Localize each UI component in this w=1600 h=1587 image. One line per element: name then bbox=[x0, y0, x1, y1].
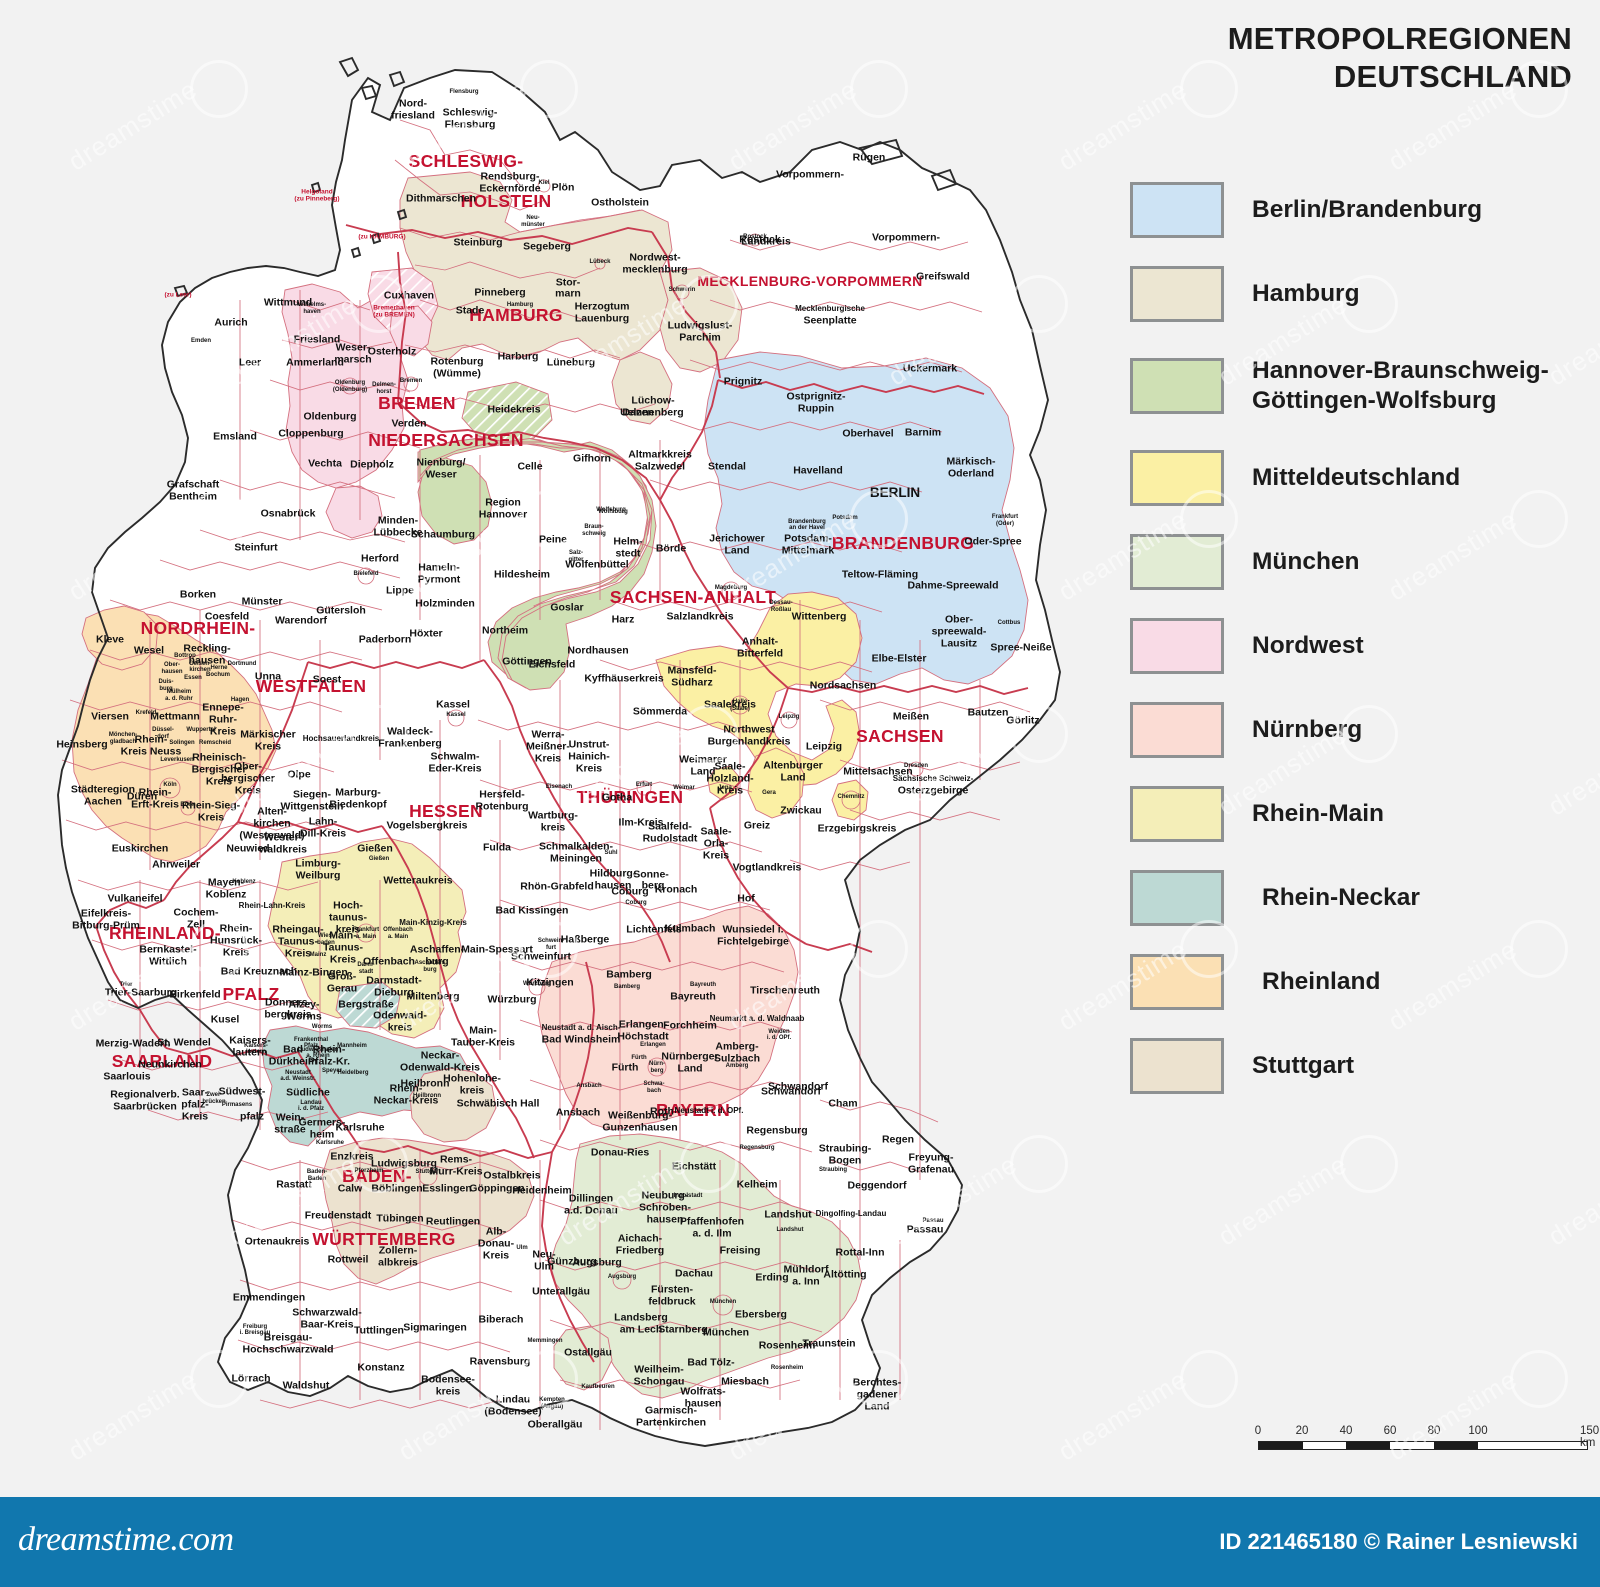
legend-label: Mitteldeutschland bbox=[1252, 463, 1461, 491]
legend-item-hamburg[interactable]: Hamburg bbox=[1120, 252, 1590, 336]
legend-item-rheinland[interactable]: Rheinland bbox=[1120, 940, 1590, 1024]
scale-tick: 20 bbox=[1295, 1425, 1309, 1437]
scale-bar: 0 20 40 60 80 100 150 km bbox=[1254, 1425, 1599, 1450]
legend-swatch bbox=[1130, 1037, 1224, 1094]
legend-item-n-rnberg[interactable]: Nürnberg bbox=[1120, 688, 1590, 772]
legend-item-m-nchen[interactable]: München bbox=[1120, 520, 1590, 604]
legend-panel: METROPOLREGIONEN DEUTSCHLAND Berlin/Bran… bbox=[1120, 20, 1590, 1108]
legend-label: Nordwest bbox=[1252, 631, 1364, 659]
region-mitteldeutschland bbox=[655, 591, 869, 821]
legend-label: Rheinland bbox=[1262, 967, 1381, 995]
region-hamburg bbox=[399, 171, 743, 425]
scale-bar-body bbox=[1258, 1441, 1588, 1450]
legend-item-hannover-braunschweig-g-ttingen-wolfsburg[interactable]: Hannover-Braunschweig- Göttingen-Wolfsbur… bbox=[1120, 336, 1590, 436]
legend-swatch bbox=[1130, 181, 1224, 238]
legend-swatch bbox=[1130, 449, 1224, 506]
germany-map-svg bbox=[57, 56, 1061, 1447]
brand-text: dreamstime.com bbox=[18, 1521, 234, 1558]
legend-swatch bbox=[1130, 265, 1224, 322]
scale-tick: 150 km bbox=[1579, 1425, 1600, 1449]
legend-label: Hannover-Braunschweig- Göttingen-Wolfsbur… bbox=[1252, 356, 1549, 414]
image-credit: ID 221465180 © Rainer Lesniewski bbox=[1219, 1529, 1578, 1554]
watermark-text: dreamstime bbox=[1542, 1148, 1600, 1252]
legend-swatch bbox=[1130, 701, 1224, 758]
region-muenchen bbox=[549, 1133, 863, 1399]
legend-label: Hamburg bbox=[1252, 279, 1360, 307]
scale-tick: 40 bbox=[1339, 1425, 1353, 1437]
legend-item-rhein-neckar[interactable]: Rhein-Neckar bbox=[1120, 856, 1590, 940]
region-stuttgart bbox=[321, 1067, 535, 1285]
district-boundaries bbox=[61, 119, 1031, 1430]
legend-swatch bbox=[1130, 953, 1224, 1010]
scale-tick: 80 bbox=[1427, 1425, 1441, 1437]
region-nuernberg bbox=[537, 905, 799, 1131]
legend-item-rhein-main[interactable]: Rhein-Main bbox=[1120, 772, 1590, 856]
brand-logo[interactable]: dreamstime.com bbox=[18, 1521, 234, 1559]
page-title: METROPOLREGIONEN DEUTSCHLAND bbox=[1120, 20, 1590, 96]
legend-label: München bbox=[1252, 547, 1360, 575]
scale-tick: 60 bbox=[1383, 1425, 1397, 1437]
legend-items: Berlin/Brandenburg Hamburg Hannover-Brauns… bbox=[1120, 168, 1590, 1108]
legend-item-stuttgart[interactable]: Stuttgart bbox=[1120, 1024, 1590, 1108]
legend-label: Rhein-Main bbox=[1252, 799, 1385, 827]
legend-swatch bbox=[1130, 617, 1224, 674]
region-berlin-brandenburg bbox=[703, 351, 1029, 685]
watermark-spiral bbox=[1180, 1350, 1238, 1408]
title-line-2: DEUTSCHLAND bbox=[1333, 58, 1572, 94]
title-line-1: METROPOLREGIONEN bbox=[1227, 21, 1572, 56]
legend-label: Berlin/Brandenburg bbox=[1252, 195, 1483, 223]
legend-label: Nürnberg bbox=[1252, 715, 1363, 743]
scale-tick-labels: 0 20 40 60 80 100 150 km bbox=[1254, 1425, 1599, 1449]
watermark-spiral bbox=[1510, 1350, 1568, 1408]
legend-swatch bbox=[1130, 869, 1224, 926]
legend-swatch bbox=[1130, 357, 1224, 414]
legend-label: Stuttgart bbox=[1252, 1051, 1355, 1079]
map-canvas: SCHLESWIG- HOLSTEIN MECKLENBURG-VORPOMMERN… bbox=[56, 56, 1061, 1447]
legend-item-nordwest[interactable]: Nordwest bbox=[1120, 604, 1590, 688]
legend-item-berlin-brandenburg[interactable]: Berlin/Brandenburg bbox=[1120, 168, 1590, 252]
scale-tick: 0 bbox=[1254, 1425, 1262, 1437]
legend-item-mitteldeutschland[interactable]: Mitteldeutschland bbox=[1120, 436, 1590, 520]
watermark-text: dreamstime bbox=[1382, 1363, 1523, 1467]
city-outlines bbox=[159, 179, 924, 1316]
legend-label: Rhein-Neckar bbox=[1262, 883, 1420, 911]
state-boundaries bbox=[95, 224, 1029, 1363]
scale-tick: 100 bbox=[1468, 1425, 1488, 1437]
legend-swatch bbox=[1130, 785, 1224, 842]
watermark-text: dreamstime bbox=[1212, 1148, 1353, 1252]
legend-swatch bbox=[1130, 533, 1224, 590]
watermark-spiral bbox=[1340, 1135, 1398, 1193]
national-border bbox=[57, 56, 1061, 1447]
footer-bar: dreamstime.com ID 221465180 © Rainer Les… bbox=[0, 1497, 1600, 1587]
